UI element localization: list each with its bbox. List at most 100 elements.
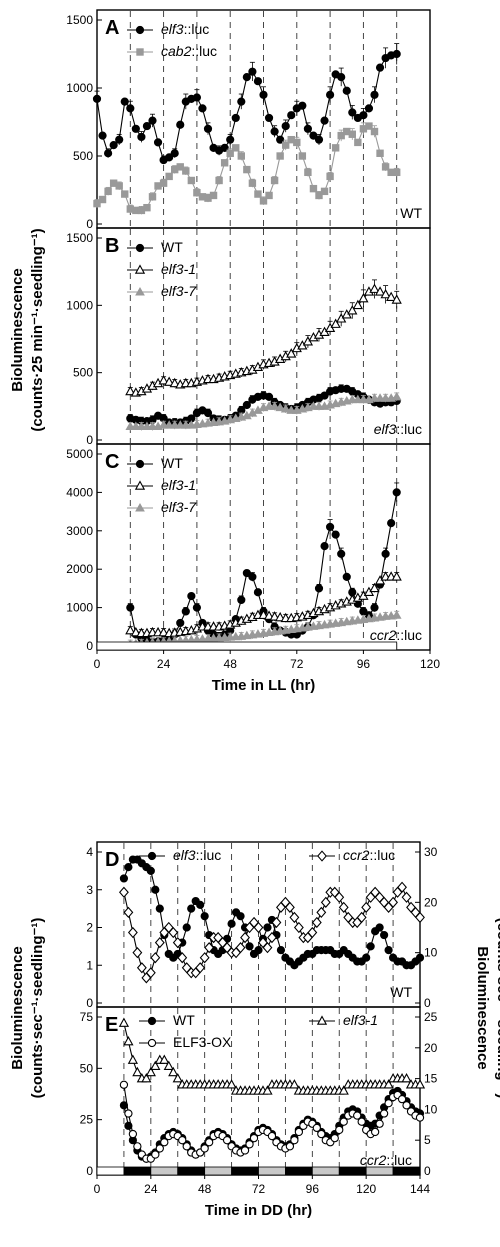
y-tick-right-label: 25 [424, 1010, 438, 1024]
legend-marker [134, 264, 146, 274]
corner-label: ccr2::luc [370, 627, 422, 643]
light-bar-segment [177, 1166, 206, 1176]
data-point [282, 141, 290, 149]
data-point [370, 127, 379, 136]
data-point [235, 941, 246, 954]
data-point [159, 1054, 170, 1064]
data-point [320, 187, 329, 196]
data-point [348, 108, 357, 117]
legend-label: ELF3-OX [173, 1034, 232, 1050]
y-tick-label: 4000 [66, 485, 93, 499]
data-point [121, 190, 129, 198]
data-point [348, 130, 357, 138]
data-point [374, 286, 386, 296]
data-point [391, 391, 402, 401]
light-bar-segment [96, 1166, 125, 1176]
data-point [276, 946, 286, 955]
data-point [401, 891, 412, 903]
data-point [165, 172, 173, 181]
y-tick-label: 0 [86, 1164, 93, 1178]
panel-letter: D [105, 849, 119, 871]
data-point [137, 132, 146, 142]
data-point [155, 904, 164, 913]
y-axis-label-right-line1: Bioluminescence [474, 946, 491, 1069]
data-point [187, 591, 196, 601]
data-point [262, 1085, 273, 1095]
data-point [199, 952, 210, 964]
data-point [226, 135, 235, 144]
panel-letter: B [105, 235, 119, 257]
data-point [127, 926, 138, 939]
data-point [370, 90, 379, 99]
data-point [352, 299, 363, 310]
data-point [384, 946, 393, 955]
y-tick-label: 1500 [66, 231, 93, 245]
data-point [125, 624, 136, 635]
data-point [304, 168, 312, 177]
x-tick-label: 120 [420, 657, 440, 671]
y-tick-right-label: 20 [424, 1041, 438, 1055]
data-point [242, 73, 251, 82]
data-point [109, 141, 118, 150]
y-tick-label: 3000 [66, 524, 93, 538]
data-point [176, 618, 185, 628]
data-point [146, 866, 155, 875]
legend-marker [135, 243, 145, 253]
data-point [131, 124, 140, 133]
data-point [280, 404, 291, 413]
legend-label: WT [173, 1012, 195, 1028]
data-point [265, 191, 273, 200]
data-point [151, 1150, 160, 1159]
data-point [320, 542, 329, 551]
series-ccr2-luc [118, 881, 425, 984]
data-point [205, 1138, 214, 1147]
data-point [269, 611, 280, 621]
data-point [148, 116, 157, 125]
data-point [391, 294, 402, 304]
y-tick-label: 1 [86, 958, 93, 972]
y-axis-label-right-line2: (counts·sec⁻¹·seedling⁻¹) [494, 918, 500, 1099]
data-point [353, 1111, 362, 1120]
data-point [401, 1072, 412, 1083]
data-point [309, 184, 318, 193]
series-cab2-luc [93, 122, 401, 215]
light-bar-segment [150, 1166, 179, 1176]
y-axis-label-line2: (counts·25 min⁻¹·seedling⁻¹) [29, 228, 46, 431]
y-tick-label: 5000 [66, 447, 93, 461]
legend-marker [135, 286, 145, 296]
data-point [276, 152, 284, 160]
data-point [320, 116, 329, 125]
light-bar-segment [123, 1166, 152, 1176]
data-point [118, 1017, 130, 1027]
corner-label: WT [400, 205, 422, 221]
data-point [314, 584, 324, 593]
data-point [357, 1117, 366, 1126]
data-point [384, 1099, 393, 1108]
data-point [245, 1140, 254, 1149]
legend-label: elf3::luc [173, 847, 221, 863]
data-point [317, 1129, 326, 1139]
data-point [220, 143, 229, 152]
panel-letter: C [105, 451, 119, 473]
data-point [366, 942, 375, 951]
data-point [391, 610, 402, 619]
data-point [338, 1085, 349, 1095]
legend-marker [316, 1015, 328, 1025]
data-point [415, 953, 425, 962]
data-point [364, 104, 374, 113]
x-axis-label: Time in LL (hr) [212, 677, 316, 694]
data-point [168, 926, 179, 939]
data-point [326, 172, 334, 181]
data-point [198, 104, 207, 113]
y-tick-label: 1500 [66, 13, 93, 27]
data-point [337, 73, 346, 82]
data-point [289, 911, 300, 924]
data-point [253, 77, 263, 86]
series-elf3-7 [125, 391, 402, 431]
data-point [132, 947, 143, 959]
panel-C: 0 1000 2000 3000 4000 5000 C WT elf3-1 elf3-7 ccr2… [66, 443, 440, 694]
data-point [187, 176, 196, 185]
data-point [271, 916, 282, 929]
